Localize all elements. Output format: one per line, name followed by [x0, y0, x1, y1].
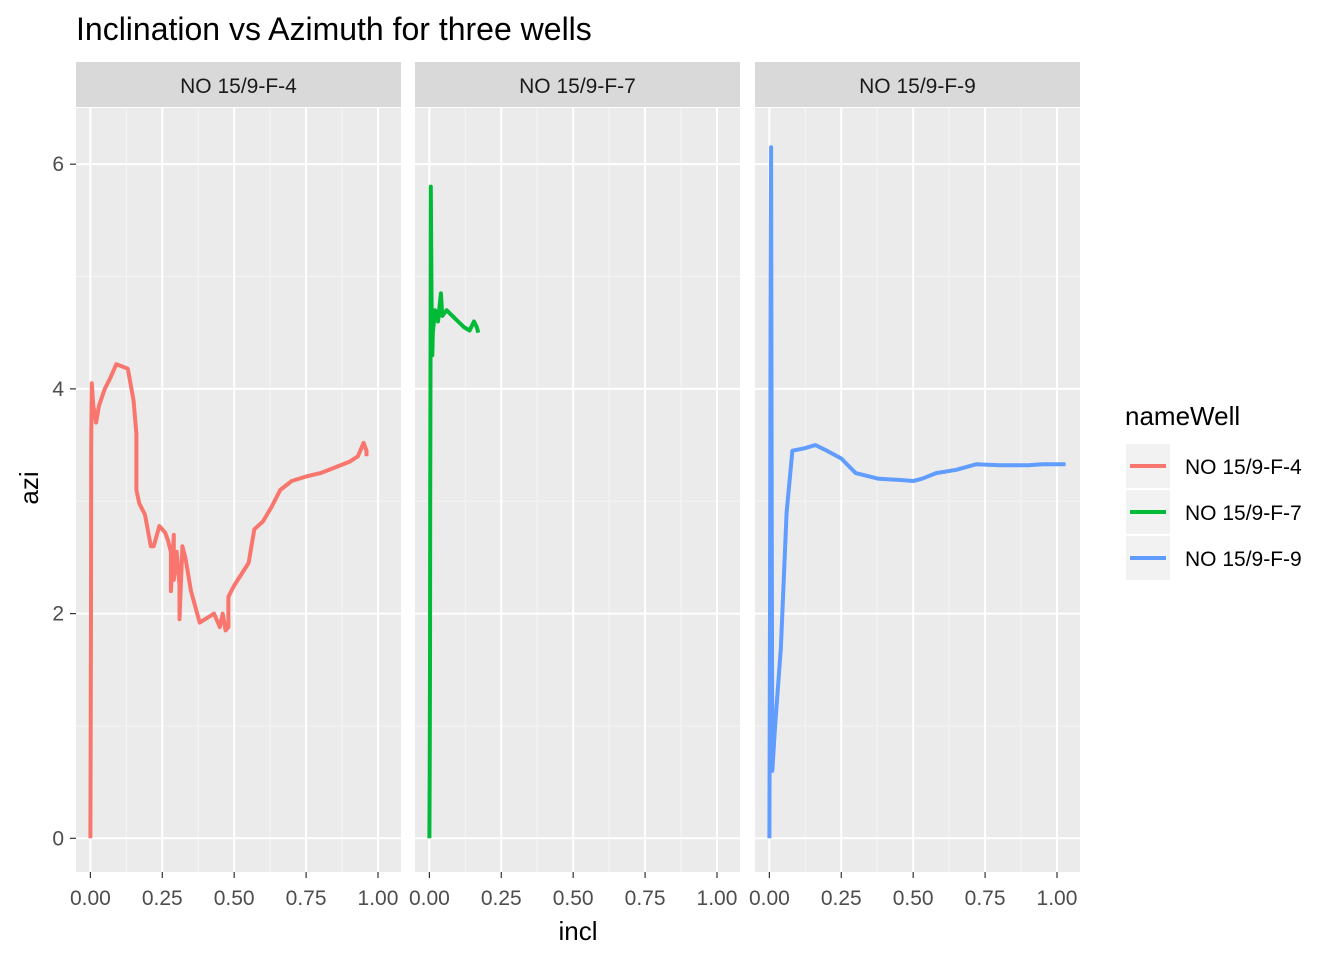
facet-strip-label: NO 15/9-F-4: [180, 75, 297, 98]
x-tick-label: 0.50: [214, 887, 255, 910]
legend-item: NO 15/9-F-7: [1126, 490, 1302, 534]
facet-strip: [415, 62, 740, 107]
series-line: [427, 184, 481, 839]
facet-strip-label: NO 15/9-F-7: [519, 75, 636, 98]
facet-panel: NO 15/9-F-7 0.00 0.25 0.50 0.75 1.00: [409, 62, 740, 910]
y-tick-label: 0: [52, 827, 64, 850]
x-tick-label: 1.00: [1037, 887, 1078, 910]
x-tick-label: 0.00: [70, 887, 111, 910]
x-tick-label: 0.00: [749, 887, 790, 910]
legend: nameWell NO 15/9-F-4NO 15/9-F-7NO 15/9-F…: [1125, 401, 1302, 580]
x-tick-label: 1.00: [358, 887, 399, 910]
chart-title: Inclination vs Azimuth for three wells: [76, 11, 592, 47]
x-tick-label: 0.25: [481, 887, 522, 910]
y-axis-title: azi: [14, 471, 44, 504]
legend-keys: NO 15/9-F-4 NO 15/9-F-7 NO 15/9-F-9: [1126, 444, 1302, 580]
legend-label: NO 15/9-F-9: [1185, 548, 1302, 571]
x-tick-label: 0.50: [553, 887, 594, 910]
panel-background: [415, 108, 740, 872]
panel-background: [755, 108, 1080, 872]
y-tick-label: 6: [52, 153, 64, 176]
legend-item: NO 15/9-F-9: [1126, 536, 1302, 580]
x-tick-label: 0.00: [409, 887, 450, 910]
legend-label: NO 15/9-F-4: [1185, 456, 1302, 479]
legend-item: NO 15/9-F-4: [1126, 444, 1302, 488]
y-tick-label: 2: [52, 603, 64, 626]
facet-panel: NO 15/9-F-4 0.00 0.25 0.50 0.75 1.00: [70, 62, 401, 910]
x-tick-label: 1.00: [697, 887, 738, 910]
facet-strip: [755, 62, 1080, 107]
x-tick-label: 0.50: [893, 887, 934, 910]
legend-label: NO 15/9-F-7: [1185, 502, 1302, 525]
facet-panel: NO 15/9-F-9 0.00 0.25 0.50 0.75 1.00: [749, 62, 1080, 910]
x-tick-label: 0.25: [142, 887, 183, 910]
y-tick-label: 4: [52, 378, 64, 401]
x-axis-title: incl: [558, 916, 597, 946]
facet-strip-label: NO 15/9-F-9: [859, 75, 976, 98]
legend-title: nameWell: [1125, 401, 1240, 431]
series-line: [767, 145, 1066, 839]
panel-background: [76, 108, 401, 872]
series-line: [88, 362, 369, 839]
x-tick-label: 0.75: [625, 887, 666, 910]
facet-strip: [76, 62, 401, 107]
x-tick-label: 0.25: [821, 887, 862, 910]
x-tick-label: 0.75: [286, 887, 327, 910]
x-tick-label: 0.75: [965, 887, 1006, 910]
